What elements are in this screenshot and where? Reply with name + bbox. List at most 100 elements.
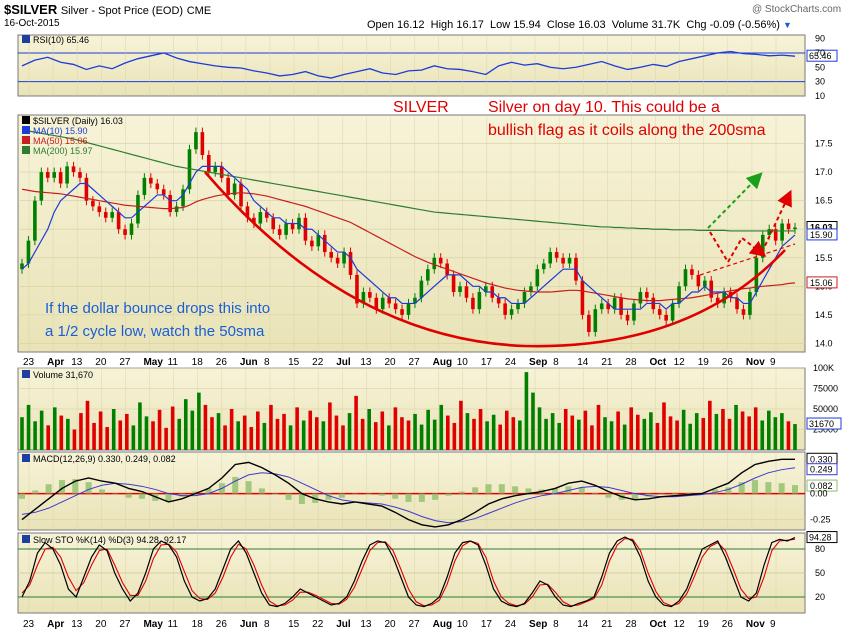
rsi-line bbox=[21, 50, 796, 79]
x-tick-label-bottom: 14 bbox=[577, 619, 589, 630]
price-candle bbox=[780, 223, 784, 241]
price-legend-3: MA(200) 15.97 bbox=[33, 146, 93, 156]
x-tick-label: Jul bbox=[336, 357, 351, 368]
dollar-note-line-1: If the dollar bounce drops this into bbox=[45, 300, 271, 317]
chg-arrow-icon: ▼ bbox=[783, 20, 792, 30]
volume-bar bbox=[144, 416, 149, 450]
macd-histogram-bar bbox=[578, 487, 585, 494]
x-tick-label-bottom: 26 bbox=[216, 619, 228, 630]
macd-histogram-bar bbox=[592, 492, 599, 494]
price-candle bbox=[632, 303, 636, 321]
price-candle bbox=[239, 183, 243, 207]
volume-bar bbox=[269, 404, 273, 450]
price-candle bbox=[625, 314, 630, 321]
price-candle bbox=[709, 280, 714, 298]
price-legend-2-swatch bbox=[22, 136, 30, 144]
macd-tick-label: 0.249 bbox=[810, 465, 833, 475]
volume-bar bbox=[740, 411, 745, 450]
volume-bar bbox=[649, 412, 653, 450]
volume-bar bbox=[583, 410, 588, 450]
volume-bar bbox=[46, 425, 51, 450]
volume-bar bbox=[380, 411, 385, 450]
volume-bar bbox=[308, 410, 313, 450]
volume-bar bbox=[590, 425, 594, 450]
volume-bar bbox=[616, 411, 620, 450]
volume-value-label: 31670 bbox=[809, 419, 834, 429]
price-candle bbox=[484, 286, 488, 293]
x-tick-label: May bbox=[143, 357, 163, 368]
price-candle bbox=[368, 292, 372, 298]
volume-bar bbox=[216, 413, 221, 450]
volume-bar bbox=[105, 427, 109, 450]
volume-bar bbox=[262, 422, 267, 450]
volume-bar bbox=[688, 423, 692, 450]
price-candle bbox=[33, 200, 37, 241]
price-candle bbox=[174, 206, 179, 213]
exchange: CME bbox=[186, 5, 212, 17]
volume-bar bbox=[85, 400, 90, 450]
x-tick-label: 8 bbox=[553, 357, 559, 368]
x-tick-label-bottom: 20 bbox=[95, 619, 107, 630]
macd-histogram-bar bbox=[178, 493, 185, 497]
x-tick-label-bottom: 28 bbox=[625, 619, 637, 630]
macd-histogram-bar bbox=[258, 488, 265, 494]
volume-bar bbox=[544, 418, 548, 450]
x-tick-label: 27 bbox=[409, 357, 421, 368]
rsi-tick-label: 10 bbox=[815, 91, 825, 101]
volume-bar bbox=[282, 413, 286, 450]
price-candle bbox=[219, 166, 224, 178]
price-candle bbox=[606, 303, 610, 310]
price-candle bbox=[123, 229, 127, 235]
price-candle bbox=[232, 183, 237, 195]
sto-k-line bbox=[21, 536, 796, 608]
price-candle bbox=[587, 314, 591, 333]
panel-rsi bbox=[17, 34, 806, 97]
x-tick-label: Sep bbox=[529, 357, 547, 368]
macd-line bbox=[21, 458, 795, 528]
price-candle bbox=[355, 274, 359, 304]
volume-bar bbox=[642, 418, 647, 450]
volume-bar bbox=[498, 424, 503, 450]
volume-bar bbox=[52, 407, 57, 450]
volume-bar bbox=[256, 411, 260, 450]
symbol-description: Silver - Spot Price (EOD) bbox=[60, 5, 184, 17]
price-candle bbox=[329, 252, 333, 258]
volume-bar bbox=[727, 418, 732, 450]
price-candle bbox=[361, 292, 366, 304]
price-legend-2: MA(50) 15.06 bbox=[33, 136, 88, 146]
volume-bar bbox=[780, 413, 784, 450]
volume-bar bbox=[413, 413, 417, 450]
price-value-label: 15.90 bbox=[810, 230, 833, 240]
x-tick-label: 26 bbox=[722, 357, 734, 368]
volume-bar bbox=[518, 420, 522, 450]
price-candle bbox=[97, 206, 102, 213]
x-tick-label-bottom: 26 bbox=[722, 619, 734, 630]
volume-bar bbox=[210, 417, 214, 450]
x-tick-label: 26 bbox=[216, 357, 228, 368]
x-tick-label-bottom: May bbox=[143, 619, 163, 630]
volume-bar bbox=[334, 415, 339, 450]
volume-legend-swatch bbox=[22, 370, 30, 378]
volume-bar bbox=[79, 413, 83, 450]
macd-histogram-bar bbox=[72, 479, 79, 494]
x-tick-label: Oct bbox=[650, 357, 667, 368]
volume-bar bbox=[662, 402, 666, 450]
macd-histogram-bar bbox=[405, 493, 412, 502]
chg-value: -0.09 (-0.56%) bbox=[709, 19, 780, 31]
macd-histogram-bar bbox=[418, 493, 425, 502]
price-candle bbox=[194, 132, 198, 150]
volume-bar bbox=[708, 400, 712, 450]
volume-bar bbox=[249, 427, 254, 450]
volume-bar bbox=[773, 417, 778, 450]
open-value: 16.12 bbox=[396, 19, 425, 31]
price-candle bbox=[310, 240, 314, 247]
volume-bar bbox=[478, 409, 483, 450]
price-candle bbox=[471, 297, 475, 310]
volume-bar bbox=[537, 407, 542, 450]
macd-histogram-bar bbox=[272, 493, 279, 495]
sto-value-box bbox=[806, 531, 838, 544]
price-candle bbox=[561, 257, 565, 264]
price-candle bbox=[393, 303, 398, 310]
sto-tick-label: 50 bbox=[815, 568, 825, 578]
macd-histogram-bar bbox=[205, 488, 212, 494]
